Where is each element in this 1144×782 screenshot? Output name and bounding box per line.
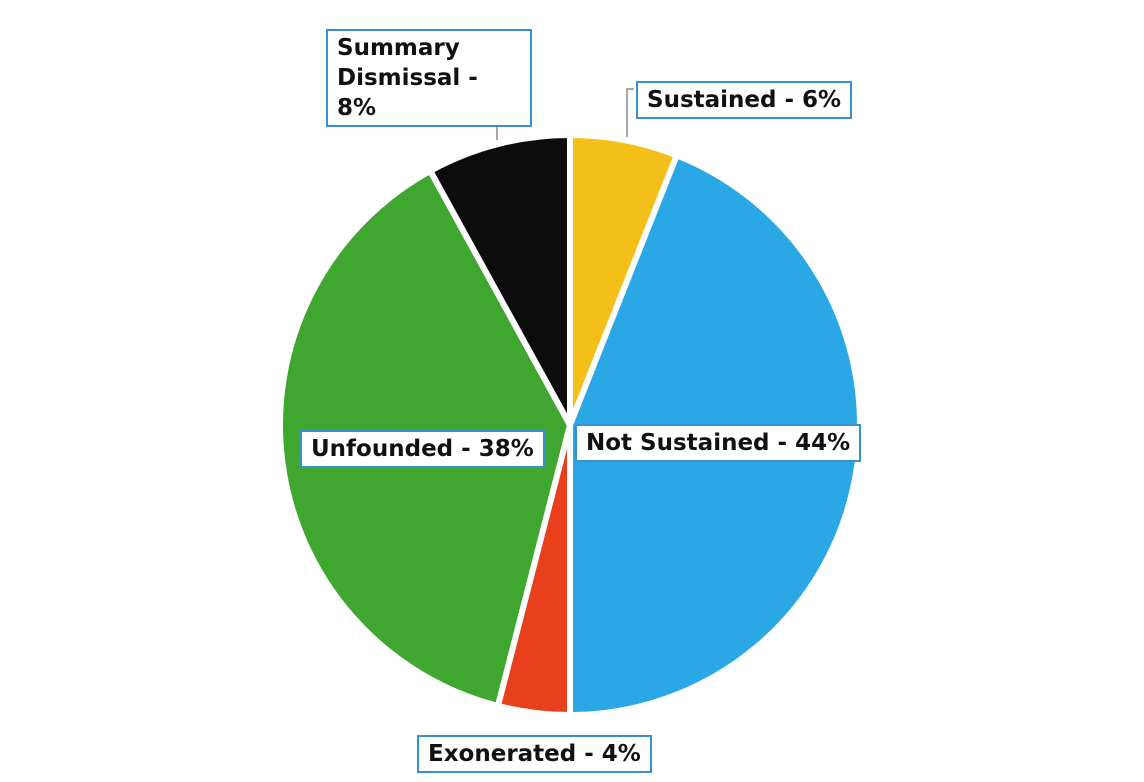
label-sustained: Sustained - 6% [636,81,853,119]
label-not-sustained: Not Sustained - 44% [575,424,862,462]
slice-summary-dismissal [427,132,573,428]
label-unfounded: Unfounded - 38% [300,430,545,468]
label-exonerated: Exonerated - 4% [417,735,652,773]
leader-sustained [626,88,634,137]
label-summary-dismissal: Summary Dismissal - 8% [326,29,532,127]
